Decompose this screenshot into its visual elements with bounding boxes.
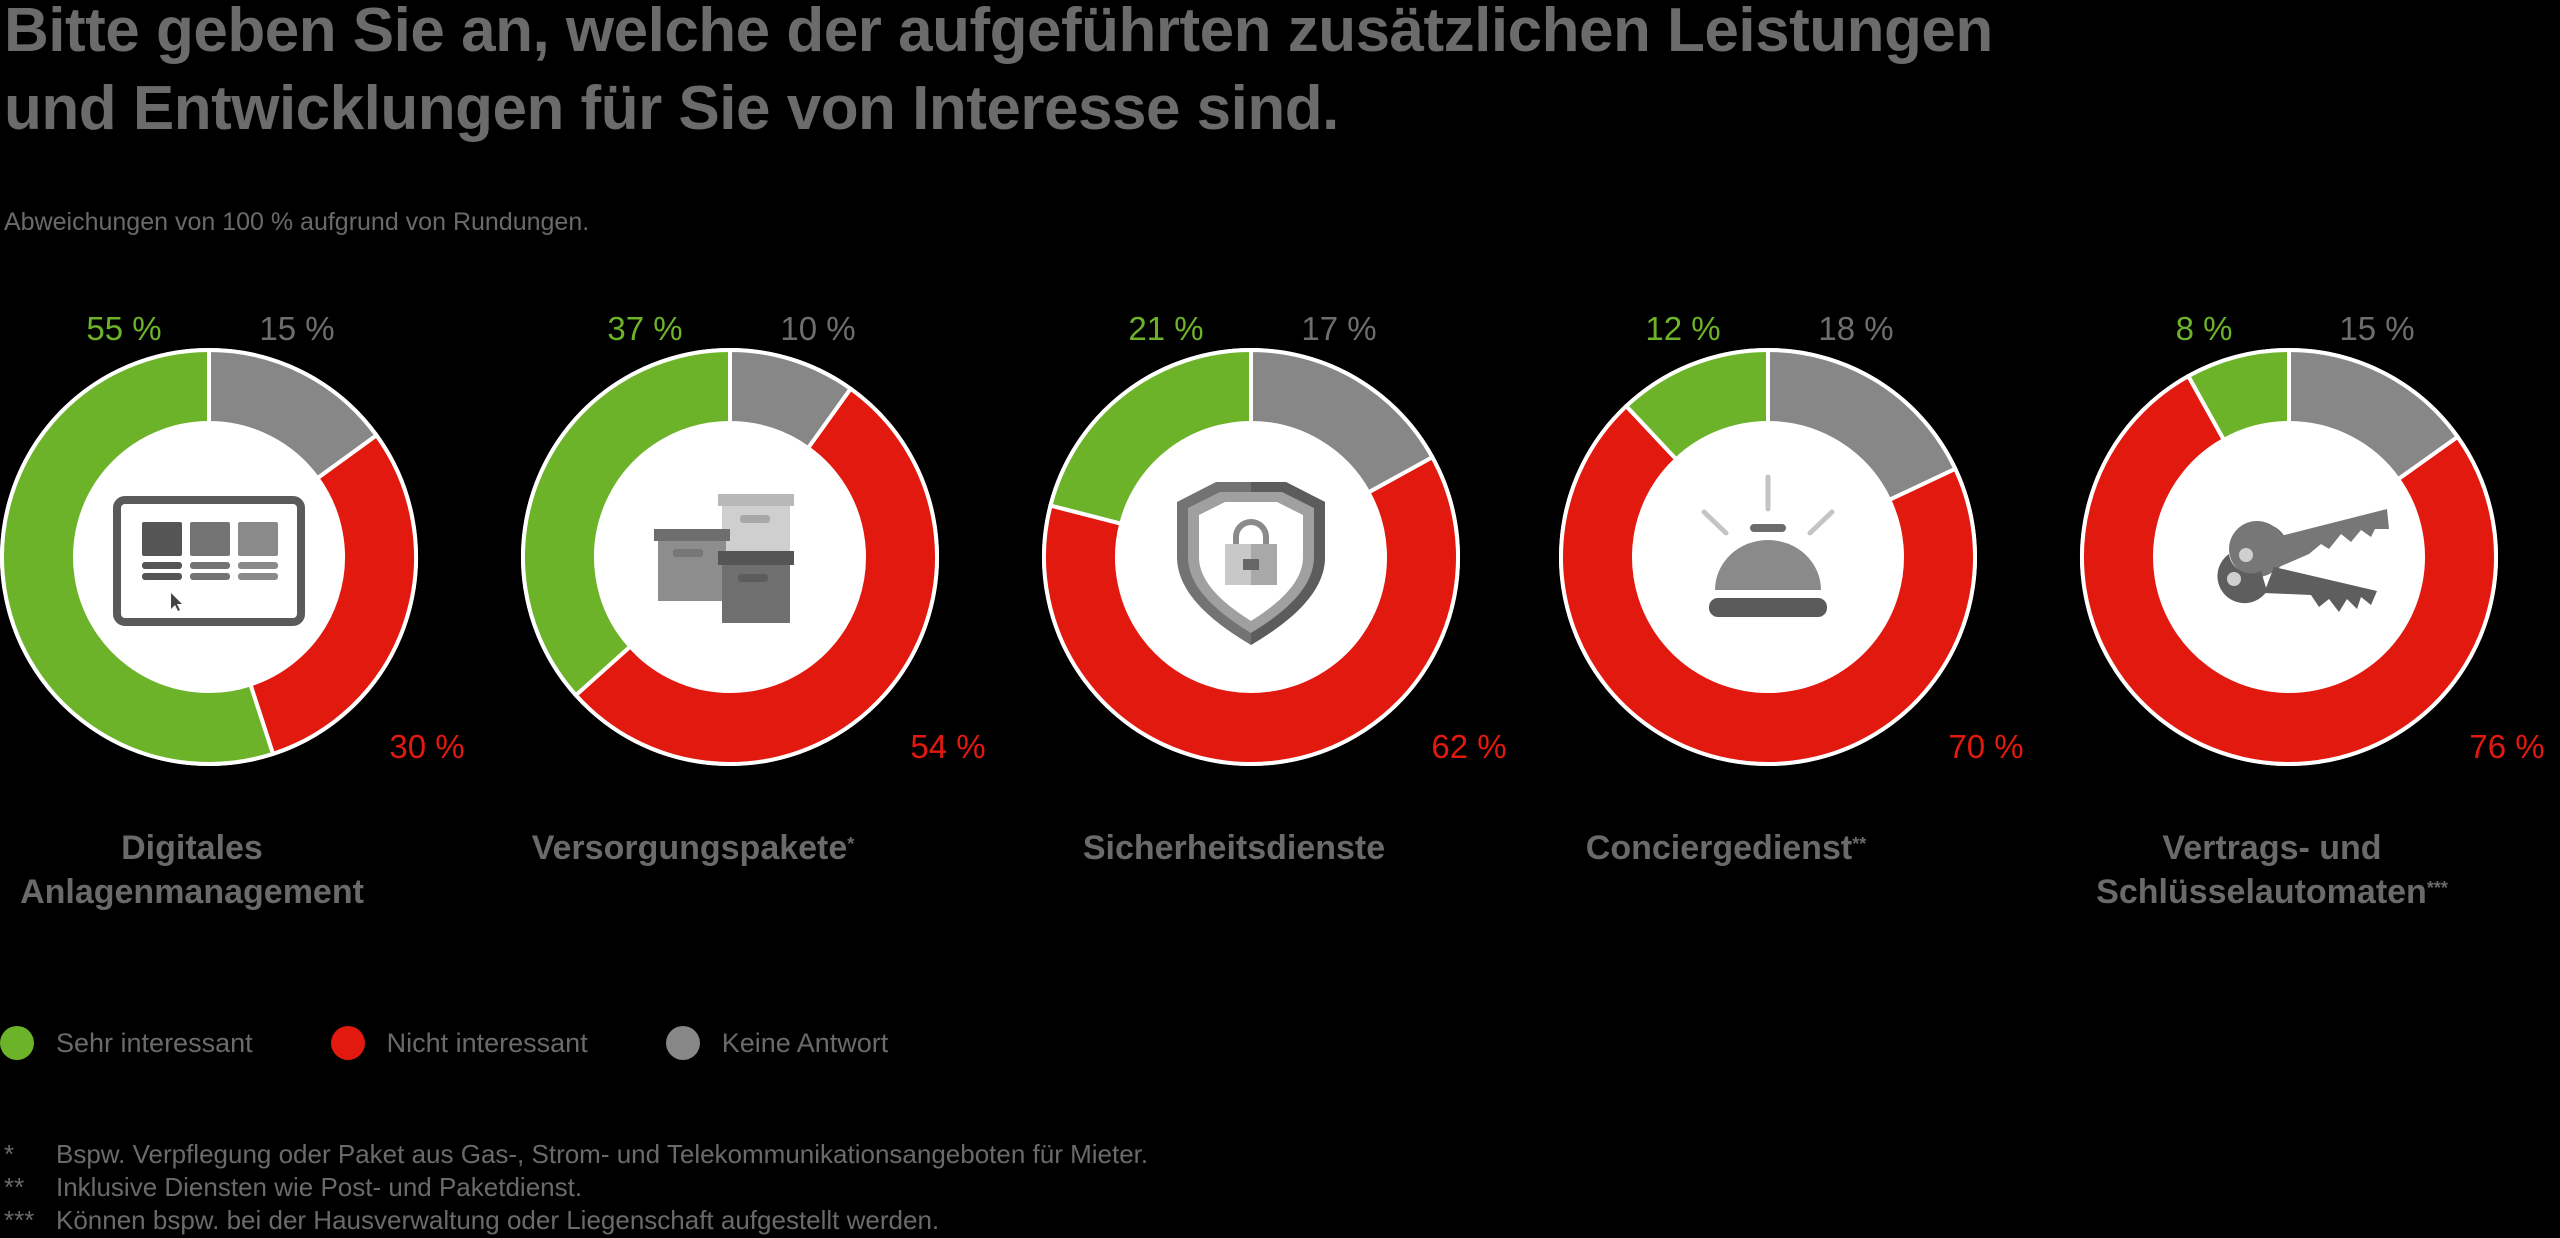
legend-swatch-red bbox=[330, 1026, 365, 1060]
donut-1: 55 % 15 % 30 % bbox=[0, 310, 465, 766]
value-label-red: 70 % bbox=[1948, 728, 2023, 765]
value-label-gray: 10 % bbox=[780, 310, 855, 347]
legend-swatch-gray bbox=[665, 1026, 700, 1060]
legend-item-sehr-interessant: Sehr interessant bbox=[0, 1026, 253, 1060]
category-line: Anlagenmanagement bbox=[20, 873, 364, 911]
category-line: Vertrags- und bbox=[2162, 829, 2382, 867]
boxes-icon bbox=[654, 494, 794, 623]
category-label: Conciergedienst** bbox=[1586, 826, 1866, 870]
legend-label: Nicht interessant bbox=[386, 1027, 588, 1058]
category-label: Vertrags- und Schlüsselautomaten*** bbox=[2096, 826, 2448, 914]
value-label-green: 8 % bbox=[2176, 310, 2233, 347]
shield-lock-icon bbox=[1177, 482, 1325, 645]
footnote-2: ** Inklusive Diensten wie Post- und Paket… bbox=[4, 1171, 1148, 1204]
value-label-gray: 17 % bbox=[1301, 310, 1376, 347]
footnote-mark: * bbox=[4, 1139, 15, 1169]
value-label-red: 30 % bbox=[389, 728, 464, 765]
footnote-1: * Bspw. Verpflegung oder Paket aus Gas-, … bbox=[4, 1138, 1148, 1171]
category-line: Sicherheitsdienste bbox=[1082, 829, 1386, 867]
footnote-text: Inklusive Diensten wie Post- und Paketdi… bbox=[56, 1172, 583, 1202]
footnote-mark: *** bbox=[4, 1205, 35, 1235]
slice-green bbox=[521, 347, 732, 699]
donut-2: 37 % 10 % 54 % bbox=[521, 310, 986, 766]
category-label: Sicherheitsdienste bbox=[1083, 826, 1385, 870]
value-label-red: 62 % bbox=[1431, 728, 1506, 765]
title-line-1: Bitte geben Sie an, welche der aufgeführ… bbox=[4, 0, 1993, 65]
legend: Sehr interessant Nicht interessant Keine… bbox=[0, 1026, 966, 1060]
legend-item-nicht-interessant: Nicht interessant bbox=[330, 1026, 588, 1060]
title-line-2: und Entwicklungen für Sie von Interesse … bbox=[4, 74, 1339, 143]
legend-item-keine-antwort: Keine Antwort bbox=[665, 1026, 889, 1060]
value-label-green: 55 % bbox=[86, 310, 161, 347]
value-label-gray: 18 % bbox=[1818, 310, 1893, 347]
category-label: Versorgungspakete* bbox=[532, 826, 855, 870]
keys-icon bbox=[2217, 509, 2389, 612]
legend-swatch-green bbox=[0, 1026, 34, 1060]
donut-5: 8 % 15 % 76 % bbox=[2080, 310, 2545, 766]
rounding-note: Abweichungen von 100 % aufgrund von Rund… bbox=[4, 208, 590, 236]
service-bell-icon bbox=[1701, 474, 1835, 617]
value-label-gray: 15 % bbox=[2339, 310, 2414, 347]
category-line: Schlüsselautomaten*** bbox=[2096, 873, 2448, 911]
donut-3: 21 % 17 % 62 % bbox=[1042, 310, 1507, 766]
chart-title: Bitte geben Sie an, welche der aufgeführ… bbox=[4, 0, 1993, 148]
value-label-green: 21 % bbox=[1128, 310, 1203, 347]
category-line: Digitales bbox=[121, 829, 263, 867]
legend-label: Keine Antwort bbox=[721, 1027, 889, 1058]
footnote-ref: *** bbox=[2426, 878, 2448, 898]
footnote-ref: ** bbox=[1852, 834, 1867, 854]
donut-4: 12 % 18 % 70 % bbox=[1559, 310, 2024, 766]
value-label-red: 76 % bbox=[2469, 728, 2544, 765]
footnote-ref: * bbox=[847, 834, 855, 854]
footnote-mark: ** bbox=[4, 1172, 25, 1202]
category-line: Versorgungspakete* bbox=[531, 829, 855, 867]
value-label-red: 54 % bbox=[910, 728, 985, 765]
category-line: Conciergedienst** bbox=[1585, 829, 1867, 867]
footnote-text: Können bspw. bei der Hausverwaltung oder… bbox=[56, 1205, 940, 1235]
value-label-gray: 15 % bbox=[259, 310, 334, 347]
footnote-text: Bspw. Verpflegung oder Paket aus Gas-, S… bbox=[56, 1139, 1149, 1169]
legend-label: Sehr interessant bbox=[56, 1027, 253, 1058]
footnote-3: *** Können bspw. bei der Hausverwaltung o… bbox=[4, 1204, 1148, 1237]
dashboard-screen-icon bbox=[113, 496, 305, 626]
value-label-green: 12 % bbox=[1645, 310, 1720, 347]
donut-charts: 55 % 15 % 30 % 37 % 10 % 54 % 21 % 17 % 62 % 12 %… bbox=[0, 310, 2545, 766]
footnotes: * Bspw. Verpflegung oder Paket aus Gas-, … bbox=[4, 1138, 1148, 1237]
category-label: Digitales Anlagenmanagement bbox=[20, 826, 364, 914]
value-label-green: 37 % bbox=[607, 310, 682, 347]
